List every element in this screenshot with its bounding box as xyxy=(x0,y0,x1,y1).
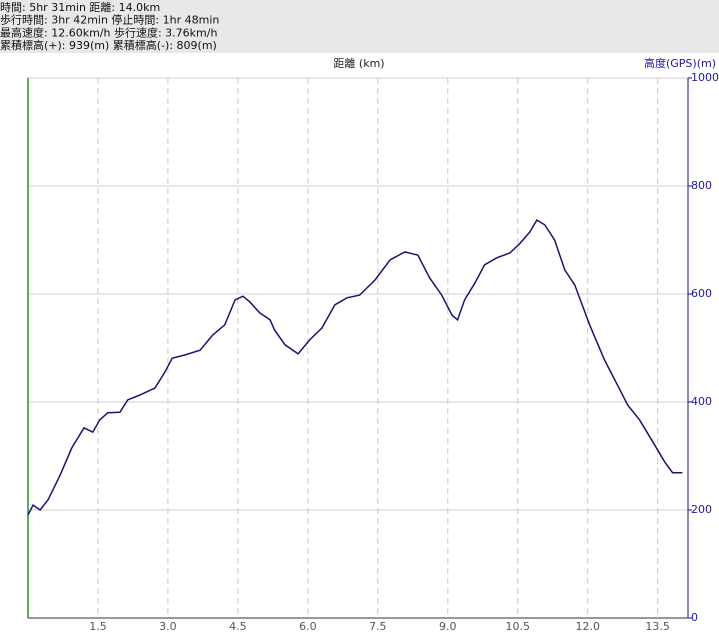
x-axis-label: 距離 (km) xyxy=(333,56,384,70)
summary-line: 累積標高(+): 939(m) 累積標高(-): 809(m) xyxy=(0,38,217,52)
y-tick-label: 0 xyxy=(691,611,698,624)
x-tick-label: 4.5 xyxy=(229,620,247,633)
y-tick-label: 800 xyxy=(691,179,712,192)
y-axis-label: 高度(GPS)(m) xyxy=(644,56,716,70)
x-tick-label: 3.0 xyxy=(159,620,177,633)
y-tick-label: 200 xyxy=(691,503,712,516)
x-tick-label: 9.0 xyxy=(439,620,457,633)
x-tick-label: 13.5 xyxy=(645,620,670,633)
summary-line: 最高速度: 12.60km/h 歩行速度: 3.76km/h xyxy=(0,25,217,39)
y-tick-label: 600 xyxy=(691,287,712,300)
y-tick-label: 400 xyxy=(691,395,712,408)
summary-line: 歩行時間: 3hr 42min 停止時間: 1hr 48min xyxy=(0,13,219,27)
chart-bg xyxy=(0,53,719,634)
x-tick-label: 10.5 xyxy=(506,620,531,633)
x-tick-label: 1.5 xyxy=(89,620,107,633)
x-tick-label: 7.5 xyxy=(369,620,387,633)
elevation-line xyxy=(27,218,683,516)
header-bg xyxy=(0,0,719,53)
x-tick-label: 12.0 xyxy=(575,620,600,633)
x-tick-label: 6.0 xyxy=(299,620,317,633)
y-tick-label: 1000 xyxy=(691,71,719,84)
summary-line: 時間: 5hr 31min 距離: 14.0km xyxy=(0,0,160,14)
